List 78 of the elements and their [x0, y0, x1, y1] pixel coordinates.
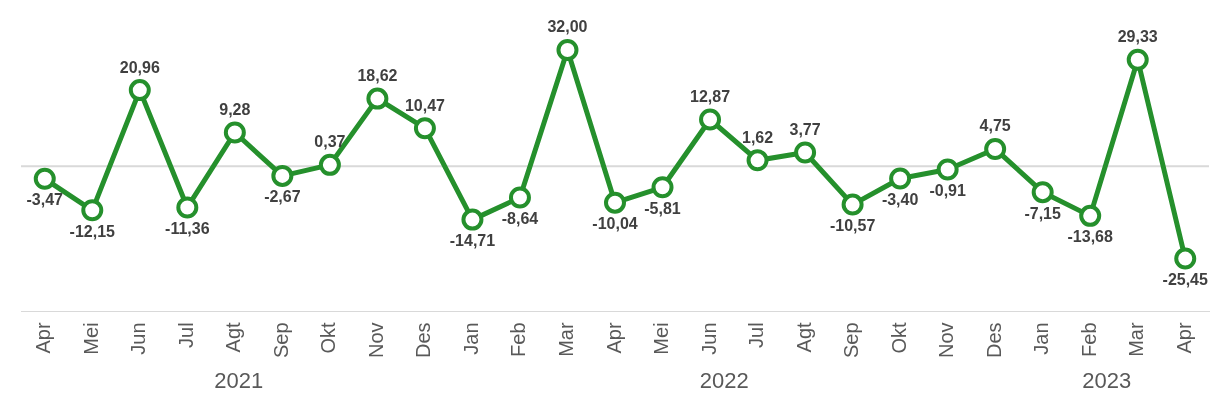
data-label: 12,87	[690, 87, 731, 105]
data-label: 1,62	[741, 128, 774, 146]
point	[604, 191, 626, 214]
point	[556, 39, 579, 62]
x-tick-label: Agt	[792, 321, 815, 353]
x-tick-label: Des	[982, 322, 1005, 358]
point	[366, 87, 389, 110]
x-tick-label: Jun	[127, 322, 150, 355]
x-tick-label: Mei	[650, 322, 673, 355]
data-label: 3,77	[789, 120, 821, 138]
data-label: 0,37	[314, 133, 346, 151]
data-label: -3,40	[881, 190, 919, 208]
x-tick-label: Jan	[459, 322, 482, 355]
x-tick-label: Mar	[555, 322, 577, 357]
x-tick-label: Des	[412, 322, 435, 358]
point	[176, 196, 199, 219]
data-label: -8,64	[501, 209, 539, 227]
text: 2023	[1082, 368, 1132, 394]
x-tick-label: Jul	[745, 322, 768, 348]
data-label: -14,71	[449, 232, 496, 250]
point	[984, 137, 1007, 160]
data-label: -0,91	[929, 181, 966, 199]
x-tick-label: Sep	[269, 322, 292, 359]
x-tick-label: Apr	[602, 322, 625, 354]
data-label: 18,62	[357, 67, 398, 85]
point	[651, 176, 674, 199]
data-label: -10,57	[829, 216, 876, 234]
point	[81, 199, 104, 222]
x-tick-label: Okt	[317, 321, 340, 354]
data-label: 4,75	[979, 117, 1011, 135]
point	[699, 108, 722, 131]
point	[508, 186, 531, 209]
x-tick-label: Okt	[887, 321, 910, 354]
data-label: 10,47	[404, 96, 446, 114]
data-label: -11,36	[165, 219, 210, 237]
point	[746, 149, 769, 172]
point	[1031, 181, 1054, 204]
x-tick-label: Sep	[840, 322, 863, 359]
x-tick-label: Feb	[507, 322, 530, 357]
point	[33, 167, 56, 190]
point	[794, 141, 817, 164]
point	[889, 167, 912, 190]
x-tick-label: Agt	[222, 321, 245, 353]
x-tick-label: Nov	[364, 322, 387, 358]
point	[461, 208, 484, 231]
point	[413, 117, 436, 140]
data-label: -5,81	[644, 199, 681, 217]
point	[1079, 204, 1102, 227]
x-tick-label: Nov	[935, 322, 958, 358]
point	[841, 193, 864, 216]
data-label: -3,47	[26, 191, 64, 209]
data-label: -10,04	[592, 215, 638, 233]
point	[1126, 48, 1149, 71]
point	[936, 158, 959, 181]
data-label: 9,28	[219, 100, 251, 118]
x-tick-label: Jan	[1030, 322, 1053, 355]
data-label: 29,33	[1117, 28, 1158, 46]
x-tick-label: Feb	[1077, 322, 1100, 357]
point	[223, 121, 246, 144]
x-tick-label: Jul	[174, 322, 197, 348]
x-tick-label: Mar	[1125, 322, 1148, 357]
x-tick-label: Mei	[79, 322, 102, 355]
x-tick-label: Apr	[32, 322, 55, 354]
text: 2022	[699, 368, 749, 394]
x-tick-label: Jun	[697, 322, 720, 355]
point	[271, 164, 294, 187]
data-label: -25,45	[1162, 271, 1209, 288]
data-label: -7,15	[1024, 204, 1062, 222]
data-label: -12,15	[69, 222, 116, 240]
data-label: -2,67	[264, 188, 301, 206]
data-label: 32,00	[547, 18, 588, 36]
text: 2021	[214, 368, 264, 394]
x-tick-label: Apr	[1172, 322, 1195, 354]
point	[318, 153, 341, 176]
data-label: -13,68	[1067, 228, 1113, 246]
data-label: 20,96	[119, 58, 160, 76]
point	[128, 79, 151, 102]
point	[1174, 247, 1197, 270]
